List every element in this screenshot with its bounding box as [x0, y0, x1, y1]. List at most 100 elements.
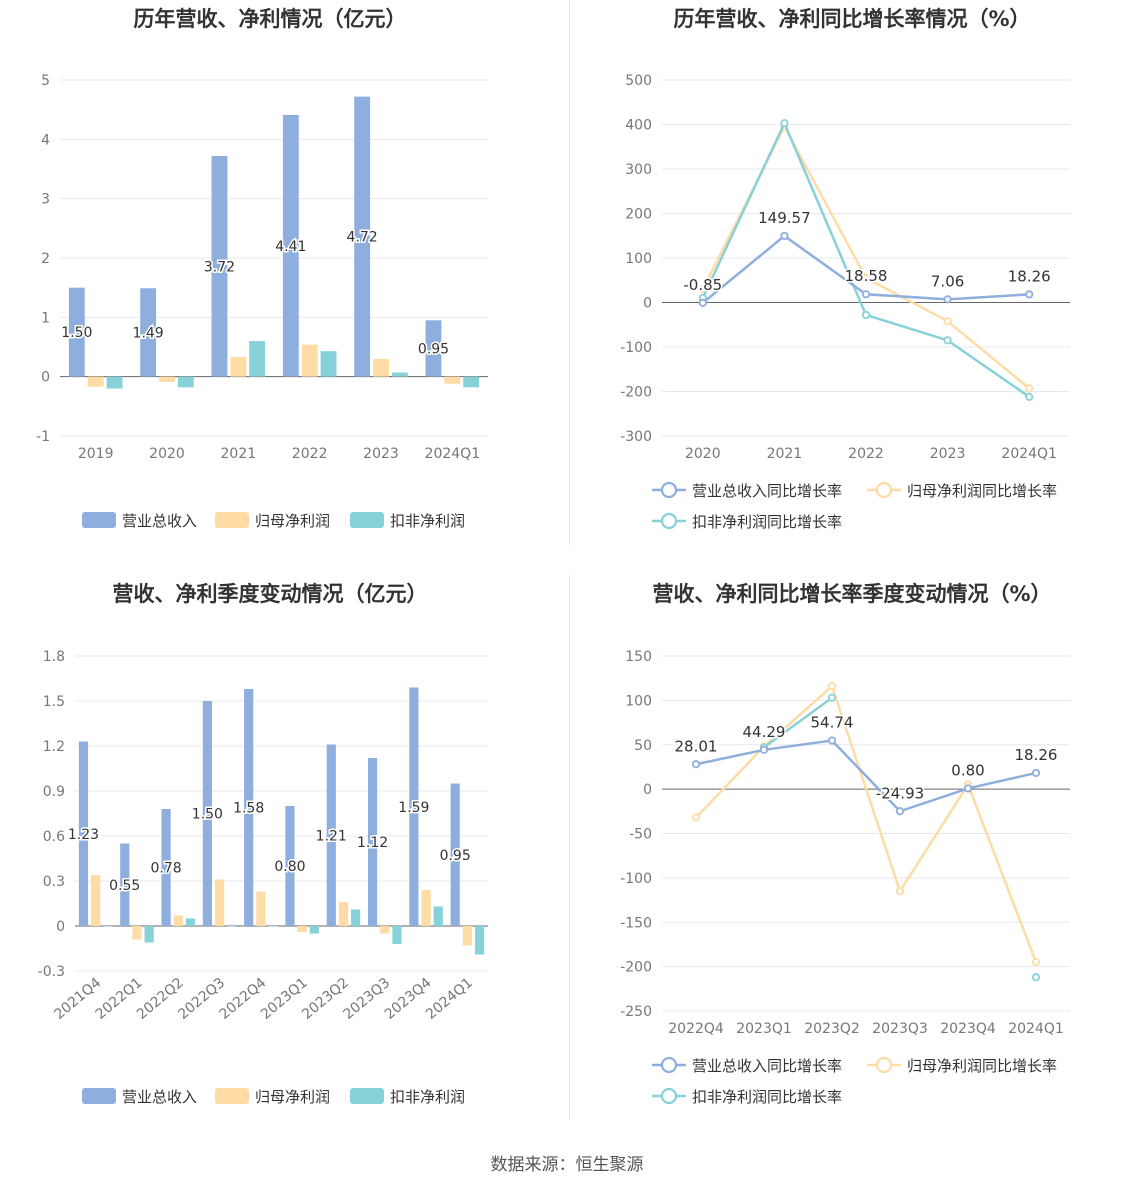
- legend-label: 营业总收入同比增长率: [692, 1057, 842, 1075]
- y-tick-label: 150: [625, 649, 652, 665]
- point-0: [943, 295, 952, 304]
- bar-1: [301, 344, 318, 377]
- legend-label: 扣非净利润: [390, 512, 465, 530]
- legend-marker-1: [875, 481, 893, 499]
- point-1: [1031, 958, 1041, 967]
- legend-swatch-1: [215, 1088, 249, 1104]
- legend-marker-0: [660, 481, 678, 499]
- data-label: 0.95: [418, 341, 449, 357]
- bar-0: [211, 155, 228, 377]
- legend-swatch-0: [82, 1088, 116, 1104]
- data-label: 1.50: [61, 325, 92, 341]
- series-line-1: [695, 683, 1038, 963]
- bar-1: [444, 376, 461, 384]
- y-tick-label: 5: [41, 73, 50, 89]
- x-tick-label: 2019: [78, 446, 114, 462]
- data-label: 44.29: [743, 723, 786, 741]
- bar-0: [354, 96, 371, 377]
- y-tick-label: 0.6: [43, 829, 65, 845]
- legend-label: 扣非净利润同比增长率: [692, 1088, 842, 1106]
- point-1: [943, 317, 952, 326]
- y-tick-label: -300: [620, 429, 652, 445]
- bar-0: [285, 806, 295, 926]
- point-1: [1025, 384, 1034, 393]
- bar-0: [161, 809, 171, 926]
- y-tick-label: 0: [643, 782, 652, 798]
- y-tick-label: -0.3: [38, 964, 65, 980]
- bar-2: [392, 926, 402, 944]
- annual_growth-svg: 历年营收、净利同比增长率情况（%） -300 -200 -100 0 100 200 300 4…: [620, 7, 1070, 531]
- bar-2: [474, 926, 485, 955]
- y-tick-label: -100: [620, 871, 652, 887]
- x-tick-label: 2024Q1: [1008, 1021, 1064, 1037]
- x-tick-label: 2021: [221, 446, 257, 462]
- x-tick-label: 2022Q4: [668, 1021, 724, 1037]
- y-tick-label: 1.2: [43, 739, 65, 755]
- series-line-0: [695, 739, 1037, 813]
- x-tick-label: 2023: [363, 446, 399, 462]
- data-label: 1.21: [316, 828, 347, 844]
- x-tick-label: 2024Q1: [1001, 446, 1057, 462]
- point-0: [963, 784, 973, 793]
- x-tick-label: 2023Q1: [736, 1021, 792, 1037]
- bar-1: [159, 376, 175, 383]
- y-tick-label: -50: [629, 827, 652, 843]
- legend-swatch-1: [215, 512, 249, 528]
- legend-label: 归母净利润: [255, 1088, 330, 1106]
- point-0: [1025, 290, 1034, 299]
- x-tick-label: 2021: [767, 446, 803, 462]
- bar-2: [103, 926, 113, 927]
- bar-0: [425, 320, 442, 377]
- x-tick-label: 2024Q1: [425, 446, 481, 462]
- x-tick-label: 2023Q3: [872, 1021, 928, 1037]
- point-2: [1025, 392, 1034, 401]
- quarterly_growth-svg: 营收、净利同比增长率季度变动情况（%） -250 -200 -150 -100 -50 0 5…: [620, 582, 1070, 1106]
- legend-swatch-2: [350, 512, 384, 528]
- y-tick-label: 0: [643, 296, 652, 312]
- y-tick-label: 0: [41, 370, 50, 386]
- point-0: [691, 760, 701, 769]
- bar-2: [177, 376, 194, 388]
- bar-2: [391, 372, 408, 377]
- y-tick-label: 1.5: [43, 694, 65, 710]
- y-tick-label: -150: [620, 915, 652, 931]
- data-label: 1.59: [398, 800, 429, 816]
- data-label: 54.74: [811, 714, 854, 732]
- chart-title: 营收、净利同比增长率季度变动情况（%）: [652, 582, 1051, 606]
- bar-2: [185, 918, 196, 926]
- data-label: -0.85: [683, 276, 722, 294]
- legend-marker-0: [660, 1056, 678, 1074]
- point-0: [1031, 768, 1041, 778]
- x-tick-label: 2020: [685, 446, 721, 462]
- panel-divider: [569, 0, 570, 545]
- y-tick-label: 2: [41, 251, 50, 267]
- x-tick-label: 2023Q2: [804, 1021, 860, 1037]
- bar-1: [173, 915, 183, 926]
- point-0: [895, 807, 905, 816]
- bar-2: [351, 909, 361, 926]
- data-label: 1.49: [133, 325, 164, 341]
- y-tick-label: 1.8: [43, 649, 65, 665]
- chart-title: 历年营收、净利同比增长率情况（%）: [673, 7, 1030, 31]
- y-tick-label: -200: [620, 385, 652, 401]
- data-source: 数据来源：恒生聚源: [490, 1155, 644, 1175]
- point-0: [827, 736, 837, 745]
- data-label: -24.93: [876, 784, 924, 802]
- point-0: [759, 745, 769, 754]
- data-label: 149.57: [758, 209, 811, 227]
- bar-0: [140, 288, 157, 377]
- legend-label: 归母净利润同比增长率: [907, 482, 1057, 500]
- point-0: [780, 231, 789, 241]
- point-0: [698, 298, 707, 307]
- data-label: 0.95: [440, 848, 471, 864]
- legend-marker-1: [875, 1056, 893, 1074]
- bar-1: [214, 879, 225, 926]
- legend-label: 营业总收入: [122, 512, 197, 530]
- series-line-2: [701, 120, 1030, 398]
- legend-label: 归母净利润同比增长率: [907, 1057, 1057, 1075]
- data-label: 1.23: [68, 827, 99, 843]
- annual_amount-svg: 历年营收、净利情况（亿元） -1 0 1 2 3 4 5 2019 2020 2021 2022 202…: [36, 7, 488, 530]
- y-tick-label: 1: [41, 310, 50, 326]
- bar-0: [326, 744, 336, 926]
- x-tick-label: 2023Q4: [940, 1021, 996, 1037]
